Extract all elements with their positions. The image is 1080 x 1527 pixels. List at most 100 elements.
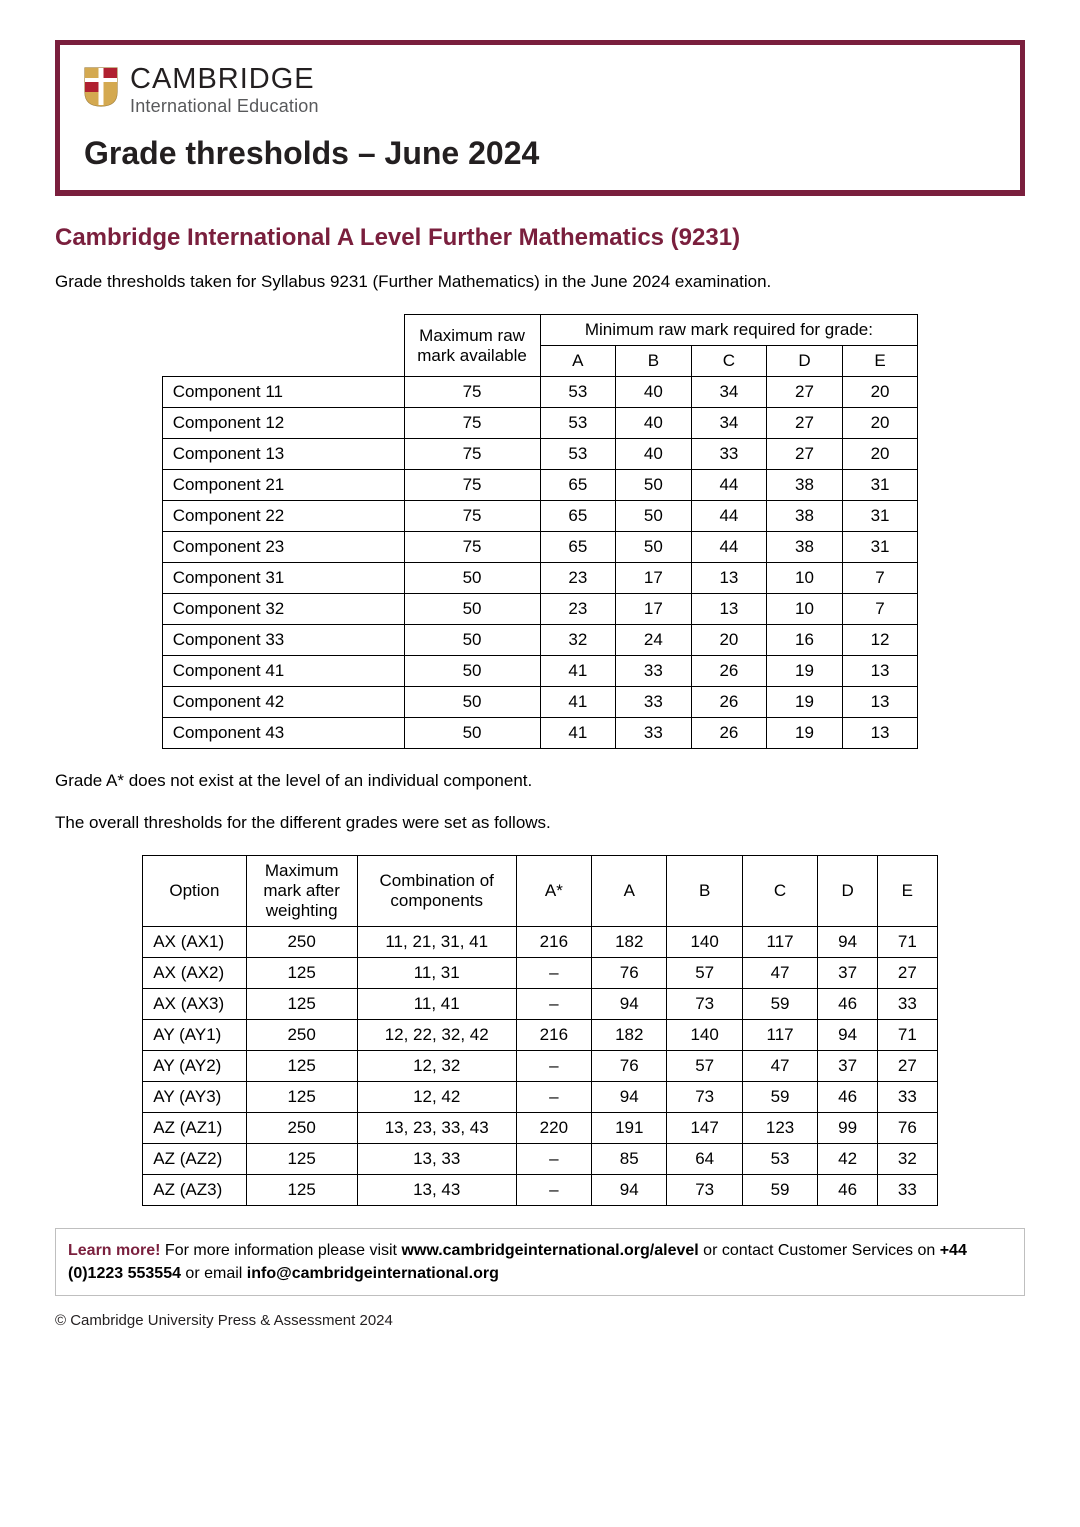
grade-value: 47 (742, 1051, 817, 1082)
max-mark: 250 (246, 927, 357, 958)
note-overall: The overall thresholds for the different… (55, 813, 1025, 833)
max-mark: 50 (404, 656, 540, 687)
grade-value: 140 (667, 927, 742, 958)
grade-value: 59 (742, 1082, 817, 1113)
grade-value: 33 (877, 1082, 937, 1113)
table-head: OptionMaximum mark after weightingCombin… (143, 856, 937, 927)
max-mark: 50 (404, 718, 540, 749)
grade-value: 38 (767, 532, 843, 563)
learn-email[interactable]: info@cambridgeinternational.org (247, 1265, 499, 1282)
grade-value: 41 (540, 656, 616, 687)
grade-value: 23 (540, 563, 616, 594)
max-mark: 75 (404, 501, 540, 532)
grade-value: 41 (540, 718, 616, 749)
grade-header: B (616, 346, 692, 377)
grade-value: 13 (691, 594, 767, 625)
grade-value: 24 (616, 625, 692, 656)
grade-value: – (516, 958, 591, 989)
combination: 12, 32 (357, 1051, 516, 1082)
table-row: AY (AY2)12512, 32–7657473727 (143, 1051, 937, 1082)
grade-value: 71 (877, 1020, 937, 1051)
component-name: Component 33 (162, 625, 404, 656)
grade-header: A* (516, 856, 591, 927)
table-row: AX (AX1)25011, 21, 31, 41216182140117947… (143, 927, 937, 958)
grade-value: 38 (767, 501, 843, 532)
table-row: AZ (AZ1)25013, 23, 33, 43220191147123997… (143, 1113, 937, 1144)
grade-value: 182 (592, 927, 667, 958)
max-mark: 75 (404, 532, 540, 563)
grade-value: 94 (592, 1175, 667, 1206)
grade-value: 27 (877, 958, 937, 989)
logo-sub: International Education (130, 96, 319, 117)
component-name: Component 32 (162, 594, 404, 625)
grade-value: 53 (540, 439, 616, 470)
grade-value: 38 (767, 470, 843, 501)
grade-value: 7 (842, 563, 918, 594)
grade-value: 31 (842, 501, 918, 532)
table-row: AX (AX2)12511, 31–7657473727 (143, 958, 937, 989)
grade-value: 59 (742, 989, 817, 1020)
table-row: Component 41504133261913 (162, 656, 918, 687)
component-name: Component 12 (162, 408, 404, 439)
component-name: Component 11 (162, 377, 404, 408)
table-row: Component 3250231713107 (162, 594, 918, 625)
grade-value: 33 (616, 718, 692, 749)
grade-value: 53 (742, 1144, 817, 1175)
cambridge-shield-icon (84, 67, 118, 107)
option-name: AX (AX2) (143, 958, 246, 989)
col-option-header: Option (143, 856, 246, 927)
learn-more-lead: Learn more! (68, 1242, 160, 1259)
grade-value: – (516, 1082, 591, 1113)
grade-value: 94 (592, 1082, 667, 1113)
col-combo-header: Combination of components (357, 856, 516, 927)
option-name: AY (AY1) (143, 1020, 246, 1051)
grade-value: 20 (842, 377, 918, 408)
combination: 12, 42 (357, 1082, 516, 1113)
max-mark: 125 (246, 989, 357, 1020)
grade-value: 27 (767, 377, 843, 408)
option-thresholds-table: OptionMaximum mark after weightingCombin… (142, 855, 937, 1206)
grade-value: 10 (767, 563, 843, 594)
grade-header: C (691, 346, 767, 377)
grade-value: 40 (616, 377, 692, 408)
max-mark: 250 (246, 1113, 357, 1144)
max-mark: 125 (246, 1175, 357, 1206)
grade-value: 41 (540, 687, 616, 718)
grade-value: 33 (877, 1175, 937, 1206)
component-name: Component 31 (162, 563, 404, 594)
grade-header: A (540, 346, 616, 377)
grade-value: 31 (842, 532, 918, 563)
section-title: Cambridge International A Level Further … (55, 224, 1025, 252)
grade-value: 94 (818, 927, 878, 958)
max-mark: 250 (246, 1020, 357, 1051)
component-name: Component 13 (162, 439, 404, 470)
grade-value: 117 (742, 1020, 817, 1051)
grade-value: 117 (742, 927, 817, 958)
grade-value: 26 (691, 656, 767, 687)
table-row: AX (AX3)12511, 41–9473594633 (143, 989, 937, 1020)
grade-header: B (667, 856, 742, 927)
combination: 13, 23, 33, 43 (357, 1113, 516, 1144)
option-name: AZ (AZ2) (143, 1144, 246, 1175)
table-row: AZ (AZ3)12513, 43–9473594633 (143, 1175, 937, 1206)
grade-value: 216 (516, 927, 591, 958)
grade-value: – (516, 1175, 591, 1206)
option-name: AY (AY3) (143, 1082, 246, 1113)
table-row: Component 3150231713107 (162, 563, 918, 594)
max-mark: 125 (246, 1051, 357, 1082)
table-row: Component 13755340332720 (162, 439, 918, 470)
learn-link[interactable]: www.cambridgeinternational.org/alevel (401, 1242, 698, 1259)
empty-cell (162, 315, 404, 377)
grade-value: 13 (691, 563, 767, 594)
learn-more-box: Learn more! For more information please … (55, 1228, 1025, 1296)
grade-value: – (516, 1144, 591, 1175)
grade-value: 13 (842, 718, 918, 749)
option-name: AX (AX3) (143, 989, 246, 1020)
grade-value: 37 (818, 958, 878, 989)
grade-value: 57 (667, 1051, 742, 1082)
grade-value: 16 (767, 625, 843, 656)
grade-value: 23 (540, 594, 616, 625)
grade-value: 59 (742, 1175, 817, 1206)
logo-main: CAMBRIDGE (130, 65, 319, 94)
grade-value: 31 (842, 470, 918, 501)
